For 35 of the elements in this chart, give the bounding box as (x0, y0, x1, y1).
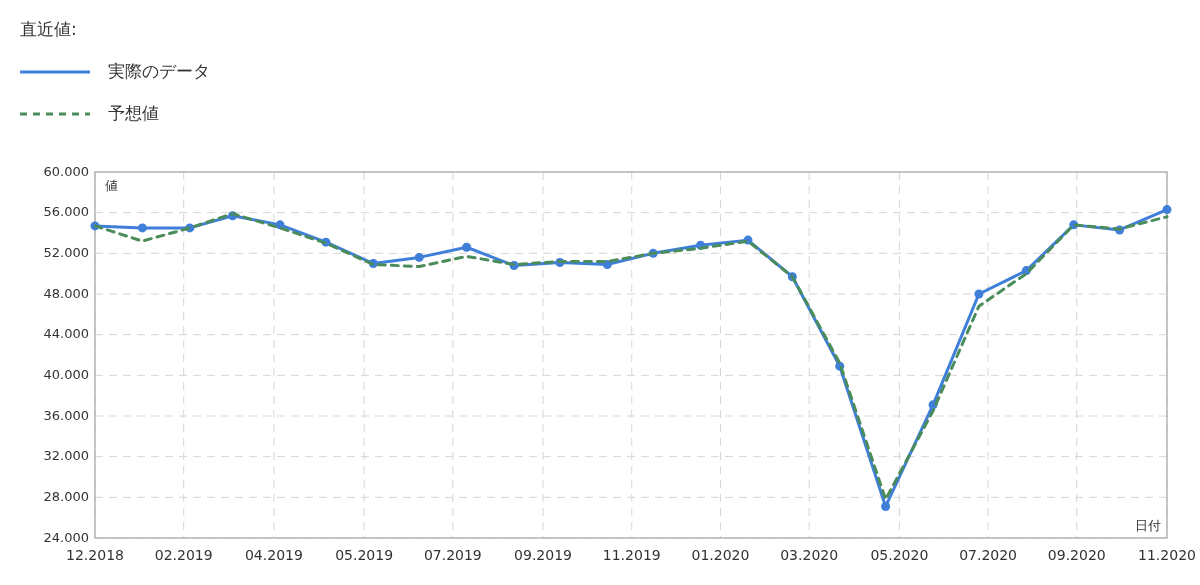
x-tick-label: 04.2019 (244, 547, 303, 563)
y-tick-label: 60.000 (43, 163, 89, 179)
y-tick-label: 28.000 (43, 488, 89, 504)
y-axis-title: 値 (105, 178, 118, 193)
x-tick-label: 11.2020 (1138, 547, 1196, 563)
y-tick-label: 36.000 (43, 407, 89, 423)
y-tick-label: 44.000 (43, 326, 89, 342)
y-tick-label: 52.000 (43, 244, 89, 260)
legend-label: 実際のデータ (108, 61, 210, 81)
legend-title: 直近値: (20, 19, 77, 39)
y-tick-label: 32.000 (43, 448, 89, 464)
x-tick-label: 02.2019 (154, 547, 213, 563)
x-axis-title: 日付 (1135, 518, 1161, 533)
y-tick-label: 48.000 (43, 285, 89, 301)
y-tick-label: 56.000 (43, 204, 89, 220)
x-tick-label: 12.2018 (66, 547, 124, 563)
x-tick-label: 11.2019 (602, 547, 661, 563)
x-tick-label: 03.2020 (780, 547, 839, 563)
point (462, 242, 472, 252)
x-tick-label: 09.2019 (514, 547, 573, 563)
point (602, 260, 612, 270)
x-tick-label: 05.2019 (335, 547, 394, 563)
point (974, 289, 984, 299)
point (137, 223, 147, 233)
x-tick-label: 07.2019 (423, 547, 482, 563)
x-tick-label: 01.2020 (691, 547, 750, 563)
point (1162, 205, 1172, 215)
point (414, 252, 424, 262)
y-tick-label: 40.000 (43, 366, 89, 382)
x-tick-label: 05.2020 (870, 547, 929, 563)
y-tick-label: 24.000 (43, 529, 89, 545)
x-tick-label: 09.2020 (1047, 547, 1106, 563)
legend-label: 予想値 (108, 103, 159, 123)
x-tick-label: 07.2020 (959, 547, 1018, 563)
point (881, 501, 891, 511)
